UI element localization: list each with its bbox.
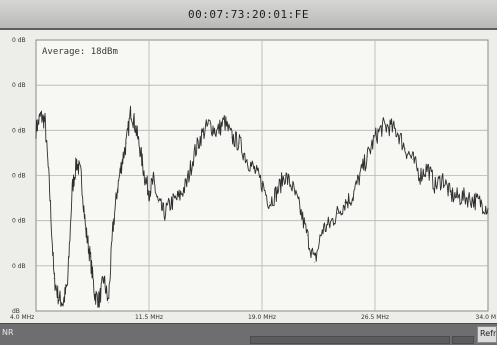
x-tick-label: 26.5 MHz (361, 314, 389, 321)
data-point (449, 194, 451, 195)
data-point (216, 131, 218, 133)
refresh-button[interactable]: Refresh (477, 326, 497, 343)
data-point (254, 169, 255, 171)
data-point (284, 175, 285, 176)
data-point (98, 299, 100, 301)
y-tick-label: 0 dB (12, 37, 26, 44)
spectrum-plot: 0 dB 0 dB 0 dB 0 dB 0 dB 0 dB dB 4.0 MHz 11.5 MH… (0, 30, 497, 323)
data-point (246, 158, 248, 160)
spectrum-chart: 0 dB 0 dB 0 dB 0 dB 0 dB 0 dB dB4.0 MHz 11.5 MH… (10, 37, 496, 321)
data-point (404, 148, 406, 149)
data-point (434, 185, 436, 187)
data-point (112, 229, 114, 231)
status-bar: NR Refresh (0, 323, 497, 345)
data-point (130, 110, 132, 111)
title-bar: 00:07:73:20:01:FE (0, 0, 497, 30)
data-point (306, 234, 308, 236)
data-point (367, 156, 368, 157)
average-annotation: Average: 18dBm (42, 47, 118, 57)
data-point (116, 188, 118, 190)
data-point (276, 191, 278, 193)
data-point (374, 137, 376, 138)
data-point (314, 261, 316, 263)
data-point (472, 199, 474, 201)
data-point (480, 202, 481, 204)
data-point (58, 297, 59, 298)
data-point (239, 142, 240, 144)
y-tick-label: dB (12, 308, 20, 315)
data-point (85, 229, 87, 231)
data-point (163, 213, 165, 214)
data-point (261, 183, 263, 185)
data-point (126, 142, 127, 144)
data-point (223, 120, 225, 122)
y-tick-label: 0 dB (12, 263, 26, 270)
data-point (35, 129, 37, 130)
data-point (412, 158, 414, 160)
data-point (465, 196, 466, 198)
data-point (442, 177, 444, 179)
y-tick-label: 0 dB (12, 82, 26, 89)
data-point (321, 229, 323, 231)
data-point (107, 302, 109, 304)
data-point (62, 302, 64, 304)
data-point (329, 223, 331, 225)
data-point (148, 191, 150, 193)
window-title: 00:07:73:20:01:FE (187, 8, 310, 21)
status-left-label: NR (2, 328, 14, 337)
data-point (359, 175, 361, 176)
data-point (139, 148, 141, 149)
data-point (291, 185, 293, 187)
data-point (487, 207, 489, 209)
spectrum-trace (35, 105, 489, 308)
status-field (250, 336, 450, 344)
data-point (397, 131, 398, 133)
data-point (89, 256, 91, 258)
data-point (186, 183, 188, 185)
data-point (382, 126, 383, 128)
x-tick-label: 4.0 MHz (10, 314, 34, 321)
data-point (201, 134, 203, 136)
data-point (153, 180, 154, 182)
data-point (49, 188, 50, 190)
data-point (103, 278, 105, 279)
data-point (389, 126, 391, 128)
data-point (80, 175, 82, 176)
data-point (157, 202, 159, 204)
x-tick-label: 11.5 MHz (135, 314, 163, 321)
data-point (171, 202, 173, 204)
x-tick-label: 34.0 M (476, 314, 496, 321)
data-point (40, 115, 41, 117)
status-field-small (452, 336, 474, 344)
x-tick-label: 19.0 MHz (248, 314, 276, 321)
data-point (76, 161, 78, 163)
data-point (419, 175, 421, 176)
data-point (231, 137, 233, 138)
data-point (457, 196, 459, 198)
data-point (144, 175, 145, 176)
data-point (299, 207, 301, 209)
data-point (178, 196, 180, 198)
data-point (121, 161, 123, 163)
data-point (44, 120, 46, 122)
data-point (53, 278, 55, 279)
data-point (427, 166, 429, 168)
data-point (336, 213, 338, 214)
data-point (71, 188, 73, 190)
y-tick-label: 0 dB (12, 173, 26, 180)
y-tick-label: 0 dB (12, 218, 26, 225)
data-point (193, 153, 195, 155)
data-point (352, 196, 353, 198)
y-tick-label: 0 dB (12, 127, 26, 134)
data-point (67, 283, 69, 285)
data-point (269, 202, 270, 204)
data-point (135, 126, 136, 128)
data-point (94, 294, 96, 296)
data-point (208, 123, 210, 125)
data-point (344, 202, 346, 204)
